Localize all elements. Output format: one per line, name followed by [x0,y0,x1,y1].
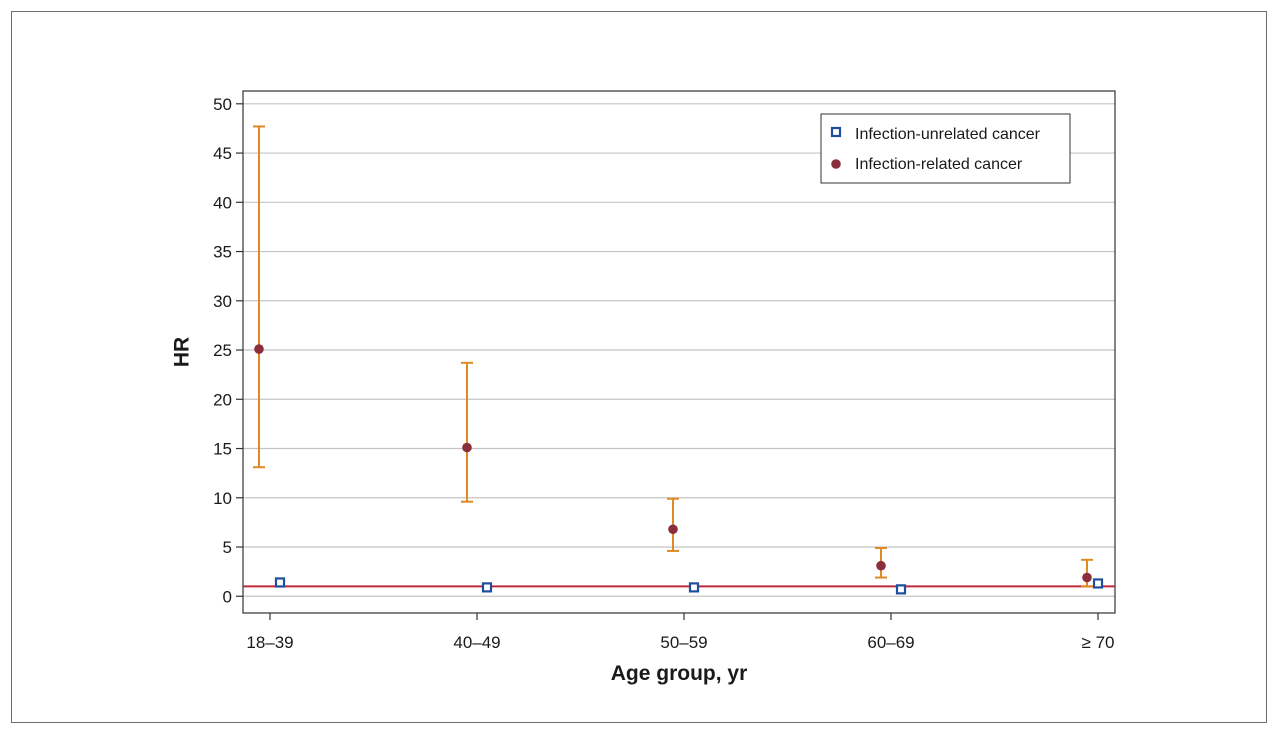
x-tick-label: 18–39 [246,633,293,652]
series-layer [253,125,1104,595]
y-tick-label: 45 [213,144,232,163]
y-tick-label: 5 [223,538,232,557]
legend-circle-marker [831,159,841,169]
data-point-square [274,577,286,588]
y-axis: 0 5 10 15 20 25 30 35 40 45 50 [213,95,243,606]
y-tick-label: 20 [213,390,232,409]
y-tick-label: 0 [223,587,232,606]
y-tick-label: 30 [213,292,232,311]
data-point-circle [668,524,678,535]
x-tick-label: 40–49 [453,633,500,652]
legend-label-infection-unrelated: Infection-unrelated cancer [855,126,1041,143]
x-axis: 18–39 40–49 50–59 60–69 ≥ 70 [246,613,1114,652]
data-point-circle [876,560,886,571]
data-point-square [1092,578,1104,589]
data-point-square [688,582,700,593]
data-point-circle [254,344,264,354]
legend-square-marker [830,126,842,138]
x-tick-label: ≥ 70 [1082,633,1115,652]
x-tick-label: 50–59 [660,633,707,652]
y-tick-label: 40 [213,193,232,212]
y-tick-label: 15 [213,440,232,459]
legend-label-infection-related: Infection-related cancer [855,156,1023,173]
data-point-circle [1082,572,1092,583]
y-tick-label: 35 [213,243,232,262]
y-tick-label: 25 [213,341,232,360]
figure-frame [11,11,1267,723]
data-point-square [481,582,493,593]
data-point-square [895,584,907,595]
x-tick-label: 60–69 [867,633,914,652]
legend-box [820,113,1071,184]
plot-area [242,90,1116,614]
legend: Infection-unrelated cancer Infection-rel… [820,113,1071,184]
y-tick-label: 50 [213,95,232,114]
y-axis-title: HR [171,337,194,367]
y-tick-label: 10 [213,489,232,508]
data-point-circle [462,442,472,453]
x-axis-title: Age group, yr [611,662,748,685]
